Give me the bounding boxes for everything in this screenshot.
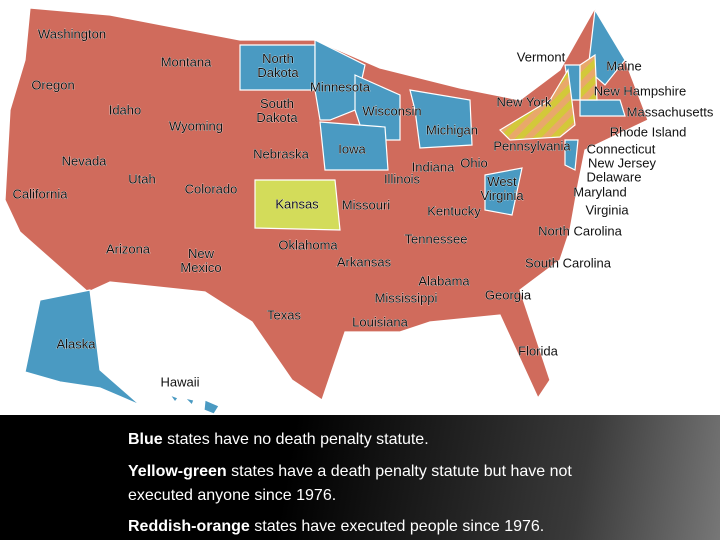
state-label: Rhode Island [610,124,687,139]
state-label: Mississippi [375,290,438,305]
state-label: New Hampshire [594,83,686,98]
state-label: California [13,186,69,201]
state-label: New Mexico [180,246,221,275]
state-label: Hawaii [160,374,199,389]
state-label: Minnesota [310,79,371,94]
state-label: South Carolina [525,255,612,270]
legend-text: states have no death penalty statute. [162,431,429,448]
legend: Blue states have no death penalty statut… [0,415,720,540]
state-label: Nebraska [253,146,309,161]
state-label: New Jersey [588,155,656,170]
state-label: South Dakota [256,96,298,125]
legend-text: states have a death penalty statute but … [128,463,572,504]
state-label: Wisconsin [362,103,421,118]
state-label: North Dakota [257,51,299,80]
state-label: Texas [267,307,301,322]
state-label: Connecticut [587,141,656,156]
state-label: Virginia [585,202,629,217]
state-label: Oregon [31,77,74,92]
state-label: Ohio [460,155,487,170]
state-label: Tennessee [405,231,468,246]
legend-text: states have executed people since 1976. [249,518,545,535]
state-label: Kentucky [427,203,481,218]
state-label: Kansas [275,196,319,211]
state-label: Alabama [418,273,470,288]
state-label: Florida [518,343,559,358]
state-shapes [4,6,649,415]
state-label: North Carolina [538,223,623,238]
legend-key: Yellow-green [128,463,227,480]
state-label: West Virginia [480,174,524,203]
state-label: Arizona [106,241,151,256]
state-label: Georgia [485,287,532,302]
legend-key: Reddish-orange [128,518,250,535]
state-label: Montana [161,54,212,69]
state-label: New York [497,94,552,109]
state-label: Arkansas [337,254,392,269]
state-label: Utah [128,171,155,186]
state-label: Massachusetts [627,104,714,119]
state-label: Vermont [517,49,566,64]
state-label: Iowa [338,141,366,156]
state-label: Wyoming [169,118,223,133]
us-map: Washington Montana North Dakota Minnesota Ore… [4,6,714,415]
state-label: Maryland [573,184,626,199]
legend-entry: Reddish-orange states have executed peop… [128,515,628,539]
state-label: Missouri [342,197,391,212]
state-label: Idaho [109,102,142,117]
state-label: Maine [606,58,641,73]
legend-key: Blue [128,431,163,448]
state-label: Washington [38,26,106,41]
state-label: Alaska [56,336,96,351]
state-label: Pennsylvania [493,138,571,153]
legend-entry: Blue states have no death penalty statut… [128,428,628,452]
legend-entry: Yellow-green states have a death penalty… [128,460,628,508]
state-label: Indiana [412,159,455,174]
state-label: Nevada [62,153,108,168]
state-label: Michigan [426,122,478,137]
state-label: Louisiana [352,314,408,329]
state-label: Delaware [587,169,642,184]
state-label: Illinois [384,171,421,186]
state-label: Colorado [185,181,238,196]
state-label: Oklahoma [278,237,338,252]
